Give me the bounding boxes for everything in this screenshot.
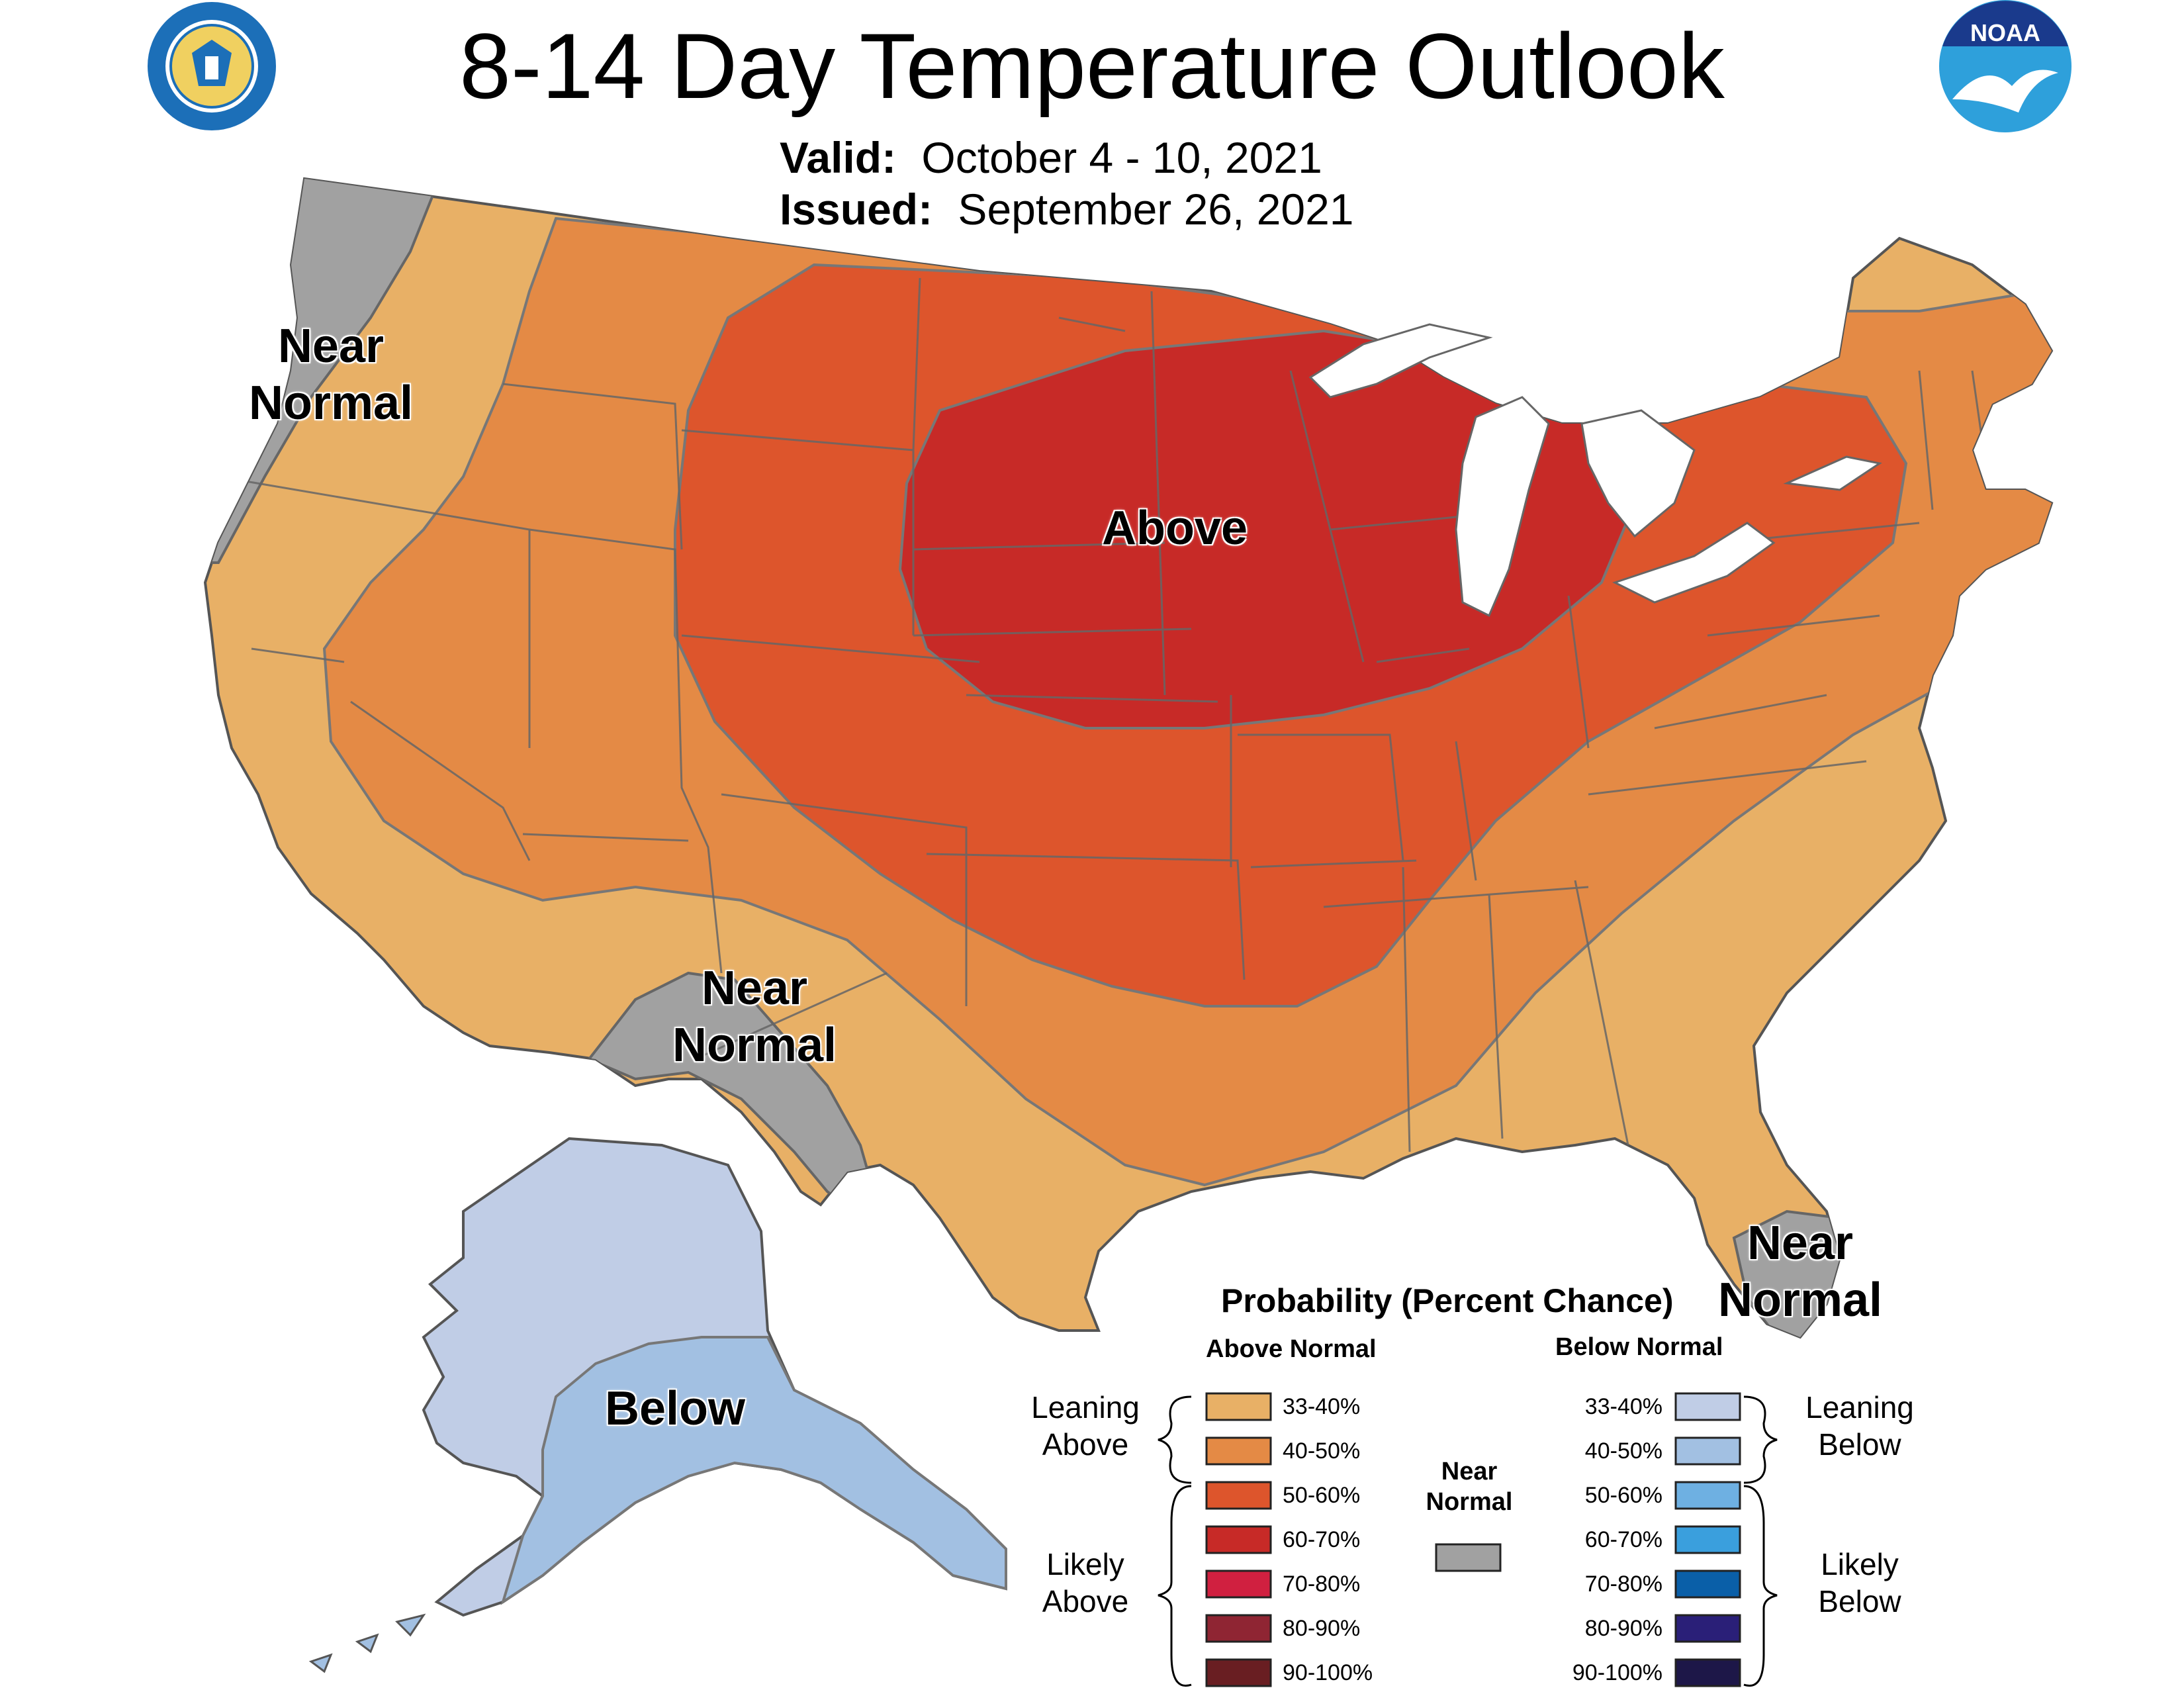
valid-value: October 4 - 10, 2021: [921, 133, 1322, 182]
region-label-pacific-nw-line2: Normal: [248, 377, 414, 430]
legend-range-above-80-90: 80-90%: [1283, 1616, 1361, 1641]
legend-likely-above-line2: Above: [1042, 1584, 1129, 1618]
legend-range-above-60-70: 60-70%: [1283, 1527, 1361, 1552]
legend-leaning-below-line1: Leaning: [1805, 1390, 1914, 1425]
legend-likely-below: Likely Below: [1787, 1546, 1933, 1620]
conus-map: [203, 177, 2054, 1339]
legend-likely-below-line2: Below: [1818, 1584, 1901, 1618]
region-label-southwest: Near Normal: [655, 960, 854, 1074]
issued-label: Issued:: [780, 185, 933, 234]
noaa-logo-text: NOAA: [1970, 19, 2040, 46]
region-label-southwest-line2: Normal: [672, 1019, 837, 1072]
valid-dates: Valid: October 4 - 10, 2021: [780, 132, 1322, 183]
legend-range-above-33-40: 33-40%: [1283, 1394, 1361, 1419]
legend-swatch-above-90-100: [1205, 1658, 1272, 1687]
legend-likely-above-line1: Likely: [1046, 1547, 1124, 1581]
legend-swatch-above-80-90: [1205, 1614, 1272, 1643]
legend-leaning-above-line1: Leaning: [1031, 1390, 1140, 1425]
region-label-florida: Near Normal: [1701, 1215, 1899, 1329]
legend-swatch-below-90-100: [1674, 1658, 1741, 1687]
legend-range-below-80-90: 80-90%: [1584, 1616, 1662, 1641]
legend-range-above-90-100: 90-100%: [1283, 1660, 1373, 1685]
legend-swatch-below-70-80: [1674, 1570, 1741, 1599]
issued-value: September 26, 2021: [958, 185, 1354, 234]
region-label-pacific-nw: Near Normal: [232, 318, 430, 432]
valid-label: Valid:: [780, 133, 897, 182]
great-lakes: [1308, 323, 1882, 618]
legend-leaning-above: Leaning Above: [1013, 1389, 1158, 1463]
region-label-alaska: Below: [604, 1382, 746, 1435]
alaska-map: [308, 1137, 1007, 1673]
legend-swatch-above-70-80: [1205, 1570, 1272, 1599]
legend-likely-above: Likely Above: [1013, 1546, 1158, 1620]
legend-range-below-50-60: 50-60%: [1584, 1483, 1662, 1508]
legend-swatch-above-60-70: [1205, 1525, 1272, 1554]
region-label-pacific-nw-line1: Near: [277, 320, 385, 373]
legend-range-below-70-80: 70-80%: [1584, 1571, 1662, 1597]
noaa-logo-icon: NOAA: [1939, 0, 2071, 132]
legend-swatch-below-60-70: [1674, 1525, 1741, 1554]
legend-above-header: Above Normal: [1206, 1335, 1377, 1363]
legend-range-below-90-100: 90-100%: [1572, 1660, 1662, 1685]
legend-range-above-50-60: 50-60%: [1283, 1483, 1361, 1508]
legend-near-normal-line1: Near: [1441, 1458, 1498, 1485]
legend-swatch-below-40-50: [1674, 1436, 1741, 1466]
legend-near-normal-line2: Normal: [1426, 1488, 1513, 1516]
issued-date: Issued: September 26, 2021: [780, 184, 1354, 234]
page-title: 8-14 Day Temperature Outlook: [459, 14, 1725, 118]
legend-title: Probability (Percent Chance): [1221, 1282, 1674, 1319]
legend-below-header: Below Normal: [1555, 1333, 1723, 1361]
legend-graphics: [1158, 1392, 1778, 1687]
legend-near-normal: Near Normal: [1410, 1456, 1529, 1517]
legend-leaning-below: Leaning Below: [1787, 1389, 1933, 1463]
legend-swatch-below-50-60: [1674, 1481, 1741, 1510]
region-label-florida-line1: Near: [1747, 1217, 1854, 1270]
legend-range-below-33-40: 33-40%: [1584, 1394, 1662, 1419]
legend-range-below-60-70: 60-70%: [1584, 1527, 1662, 1552]
legend-swatch-below-80-90: [1674, 1614, 1741, 1643]
legend-swatch-above-50-60: [1205, 1481, 1272, 1510]
region-label-florida-line2: Normal: [1717, 1274, 1883, 1327]
legend-swatch-above-40-50: [1205, 1436, 1272, 1466]
legend-swatch-above-33-40: [1205, 1392, 1272, 1421]
region-label-southwest-line1: Near: [701, 962, 808, 1015]
legend-swatch-near-normal: [1435, 1543, 1502, 1572]
legend-swatch-below-33-40: [1674, 1392, 1741, 1421]
legend-leaning-above-line2: Above: [1042, 1427, 1129, 1462]
legend-likely-below-line1: Likely: [1821, 1547, 1899, 1581]
legend-range-above-70-80: 70-80%: [1283, 1571, 1361, 1597]
department-of-commerce-seal-icon: [144, 0, 280, 134]
region-label-midwest: Above: [1101, 502, 1248, 555]
legend-range-below-40-50: 40-50%: [1584, 1438, 1662, 1464]
legend-range-above-40-50: 40-50%: [1283, 1438, 1361, 1464]
legend-leaning-below-line2: Below: [1818, 1427, 1901, 1462]
